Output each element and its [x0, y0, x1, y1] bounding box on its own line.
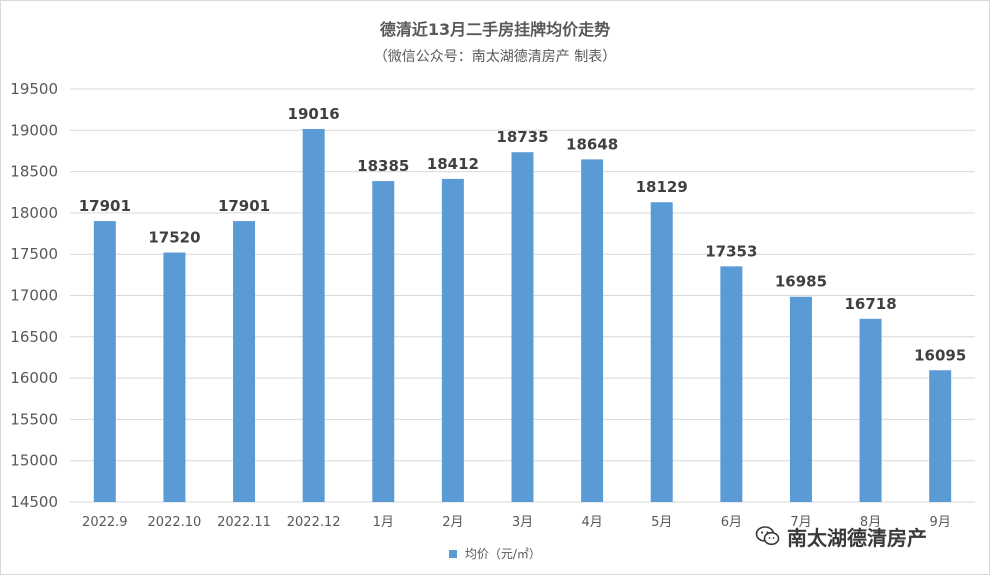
data-label: 17353: [705, 242, 757, 260]
bar: [650, 202, 673, 502]
y-tick-label: 18000: [10, 204, 58, 222]
x-tick-label: 2022.10: [148, 515, 202, 530]
bar: [511, 152, 534, 502]
data-labels: 17901 17520 17901 19016 18385 18412 18735 18648…: [79, 105, 967, 364]
x-tick-label: 7月: [790, 515, 811, 530]
data-label: 17520: [148, 229, 200, 247]
data-label: 18735: [496, 128, 548, 146]
y-tick-label: 16500: [10, 328, 58, 346]
bar: [163, 252, 186, 502]
x-tick-label: 9月: [930, 515, 951, 530]
data-label: 16095: [914, 346, 966, 364]
bar: [789, 296, 812, 502]
data-label: 16718: [844, 295, 896, 313]
data-label: 18648: [566, 135, 618, 153]
bar: [581, 159, 604, 503]
x-tick-label: 8月: [860, 515, 881, 530]
data-label: 16985: [775, 273, 827, 291]
x-tick-label: 5月: [651, 515, 672, 530]
watermark-text: 南太湖德清房产: [787, 525, 927, 550]
legend-swatch: [449, 549, 458, 558]
y-tick-label: 17500: [10, 245, 58, 263]
data-label: 17901: [79, 197, 131, 215]
wechat-icon: [755, 526, 780, 546]
y-tick-label: 16000: [10, 369, 58, 387]
x-tick-label: 3月: [512, 515, 533, 530]
y-axis: 14500 15000 15500 16000 16500 17000 17500 18000…: [10, 80, 58, 511]
y-tick-label: 15500: [10, 410, 58, 428]
data-label: 18385: [357, 157, 409, 175]
bar: [93, 221, 116, 502]
bars: [93, 128, 952, 503]
x-tick-label: 4月: [581, 515, 602, 530]
bar: [302, 128, 325, 502]
bar: [441, 178, 464, 502]
x-tick-label: 2022.9: [82, 515, 128, 530]
y-tick-label: 19000: [10, 121, 58, 139]
bar: [929, 370, 952, 502]
x-axis: 2022.9 2022.10 2022.11 2022.12 1月 2月 3月 4月 5月 6月 7…: [82, 515, 951, 530]
chart-title: 德清近13月二手房挂牌均价走势: [379, 20, 611, 39]
watermark: 南太湖德清房产: [755, 516, 975, 556]
y-tick-label: 14500: [10, 493, 58, 511]
y-tick-label: 17000: [10, 287, 58, 305]
data-label: 19016: [288, 105, 340, 123]
x-tick-label: 2月: [442, 515, 463, 530]
bar: [233, 221, 256, 502]
x-tick-label: 2022.11: [217, 515, 271, 530]
bar: [859, 318, 882, 502]
legend-label: 均价（元/㎡）: [464, 547, 541, 561]
data-label: 18129: [636, 178, 688, 196]
bar: [720, 266, 743, 502]
data-label: 18412: [427, 155, 479, 173]
y-tick-label: 19500: [10, 80, 58, 98]
x-tick-label: 6月: [721, 515, 742, 530]
y-tick-label: 15000: [10, 452, 58, 470]
data-label: 17901: [218, 197, 270, 215]
chart-subtitle: （微信公众号：南太湖德清房产 制表）: [373, 49, 617, 65]
y-tick-label: 18500: [10, 163, 58, 181]
x-tick-label: 2022.12: [287, 515, 341, 530]
bar: [372, 181, 395, 502]
x-tick-label: 1月: [373, 515, 394, 530]
legend: 均价（元/㎡）: [0, 545, 990, 562]
